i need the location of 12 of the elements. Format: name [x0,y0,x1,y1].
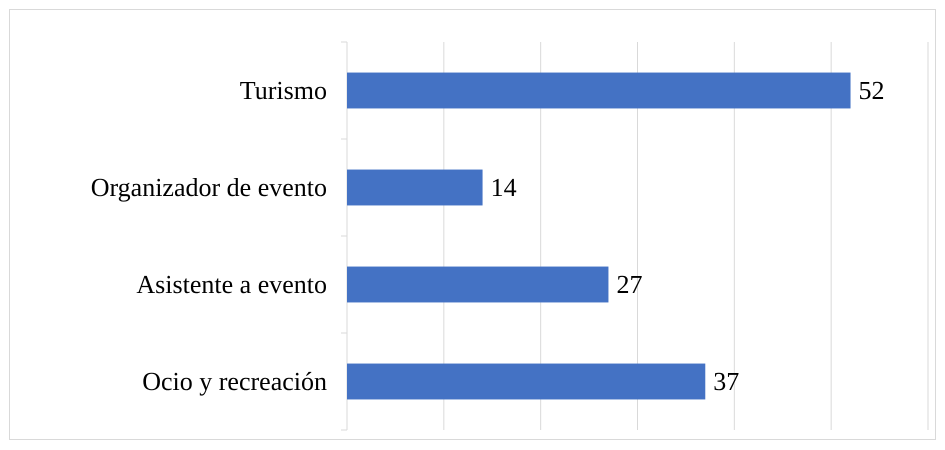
bar [347,266,608,302]
bar [347,364,706,400]
y-tick-label: Turismo [240,76,327,105]
data-label: 37 [713,367,740,396]
y-tick-label: Organizador de evento [90,173,327,202]
data-label: 27 [616,270,642,299]
data-label: 52 [858,76,885,105]
bar [347,170,483,206]
data-label: 14 [490,173,517,202]
y-tick-label: Ocio y recreación [142,367,327,396]
bar [347,72,851,108]
y-tick-label: Asistente a evento [136,270,327,299]
